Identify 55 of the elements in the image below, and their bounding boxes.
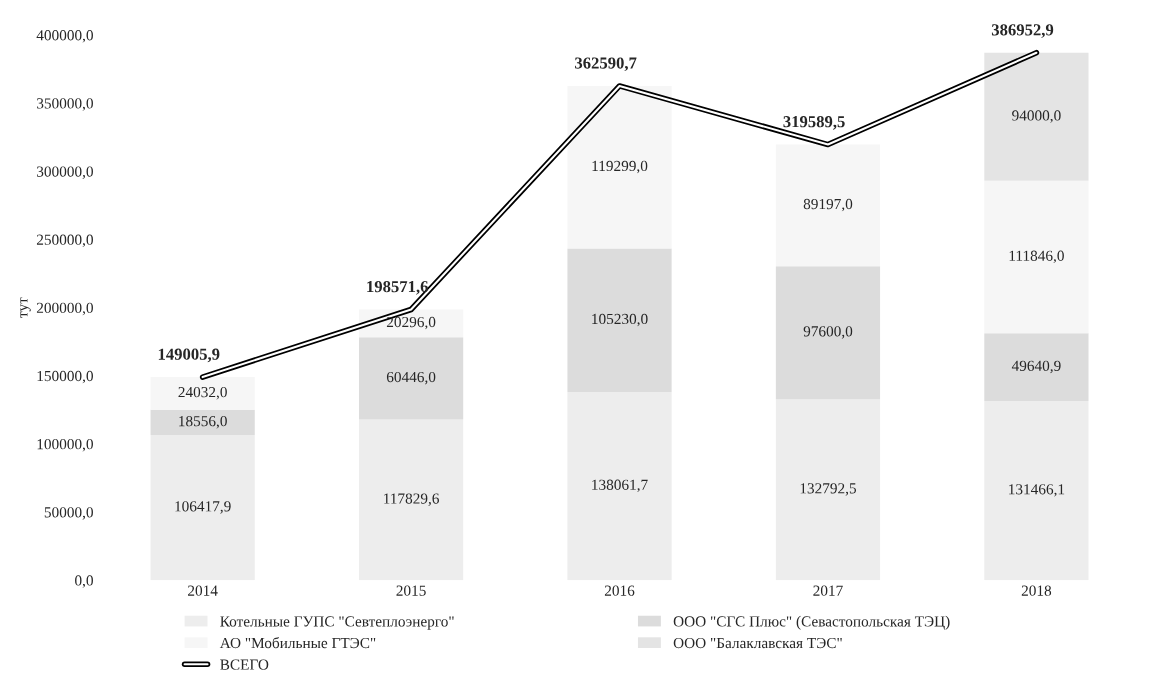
data-label: 198571,6 [367, 280, 428, 295]
bar [358, 419, 464, 581]
y-axis-title: тут [20, 297, 31, 318]
data-label: 138061,7 [592, 479, 648, 493]
x-tick-label: 2015 [396, 585, 426, 596]
y-tick-label: 400000,0 [36, 30, 93, 43]
y-tick-label: 300000,0 [37, 166, 93, 179]
bar [775, 266, 881, 400]
legend-label: Котельные ГУПС "Севтеплоэнерго" [220, 616, 454, 630]
bar [775, 144, 881, 267]
data-label: 49640,9 [1011, 360, 1061, 374]
bar [984, 52, 1089, 181]
data-label: 20296,0 [386, 316, 436, 330]
data-label: 386952,9 [991, 24, 1054, 38]
y-tick-label: 100000,0 [37, 439, 93, 452]
bar [567, 248, 672, 392]
data-label: 132792,5 [800, 483, 857, 496]
data-label: 105230,0 [592, 313, 648, 327]
legend-label: ООО "Балаклавская ТЭС" [673, 637, 842, 649]
data-label: 24032,0 [178, 386, 227, 400]
data-label: 94000,0 [1012, 110, 1061, 123]
data-label: 319589,5 [783, 116, 845, 130]
y-tick-label: 200000,0 [36, 302, 93, 316]
bar [984, 180, 1089, 334]
bar [567, 391, 672, 581]
data-label: 362590,7 [575, 57, 637, 72]
data-label: 106417,9 [175, 501, 231, 514]
data-label: 149005,9 [158, 348, 220, 363]
x-tick-label: 2017 [813, 585, 843, 596]
y-tick-label: 350000,0 [37, 98, 93, 111]
bar [984, 400, 1089, 581]
data-label: 131466,1 [1009, 484, 1065, 497]
bar [150, 409, 255, 436]
legend-label: АО "Мобильные ГТЭС" [219, 637, 376, 649]
legend-label: ООО "СГС Плюс" (Севастопольская ТЭЦ) [673, 615, 950, 630]
data-label: 117829,6 [384, 493, 439, 506]
data-label: 60446,0 [386, 371, 436, 385]
bar [775, 399, 881, 581]
y-tick-label: 250000,0 [36, 234, 93, 248]
bar [984, 333, 1089, 401]
bar [358, 337, 464, 420]
data-label: 18556,0 [179, 415, 227, 429]
legend-label: ВСЕГО [220, 659, 269, 670]
bar [567, 85, 672, 249]
y-tick-label: 50000,0 [44, 507, 93, 520]
y-tick-label: 150000,0 [37, 370, 93, 384]
data-label: 111846,0 [1009, 250, 1064, 264]
x-tick-label: 2016 [604, 585, 635, 596]
x-tick-label: 2014 [188, 585, 218, 596]
bar [150, 435, 255, 581]
y-tick-label: 0,0 [75, 575, 93, 588]
data-label: 89197,0 [803, 198, 853, 212]
x-tick-label: 2018 [1021, 585, 1052, 596]
data-label: 97600,0 [803, 326, 853, 339]
data-label: 119299,0 [592, 160, 648, 174]
